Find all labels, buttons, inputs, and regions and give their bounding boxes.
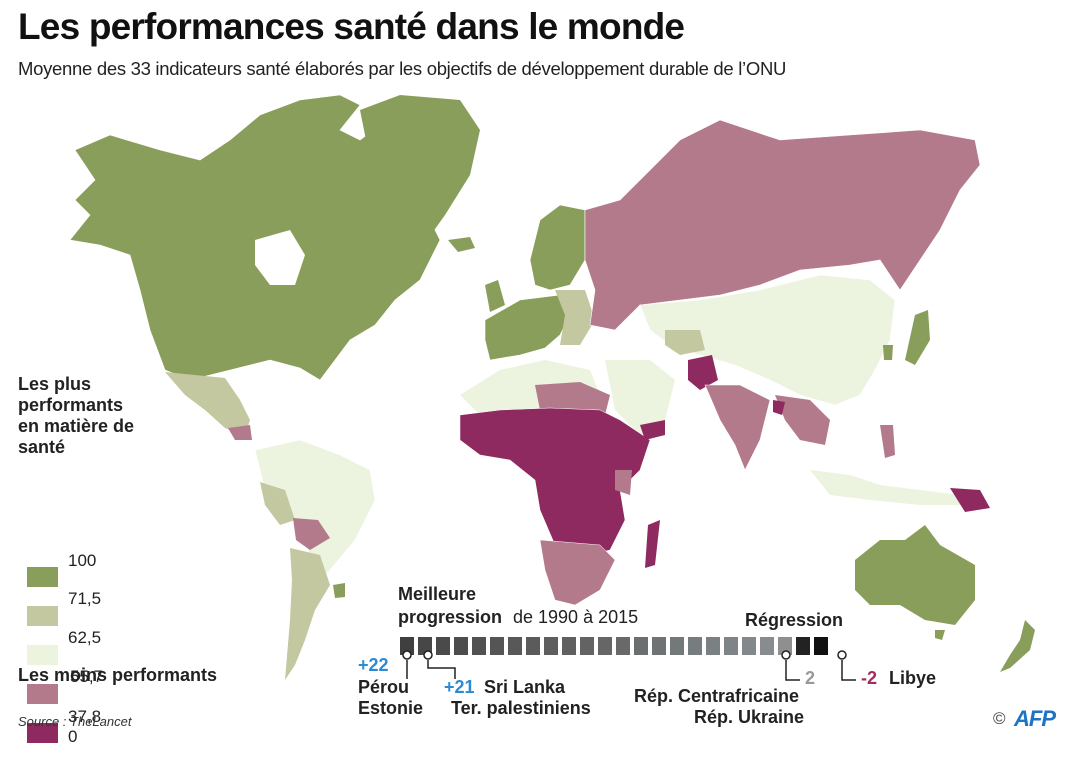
legend-tick: 55,7 [70,667,104,686]
region-korea [883,345,893,360]
region-indonesia [810,470,965,505]
legend-footer: Les moins performants [18,665,218,685]
region-papua [950,488,990,512]
progression-box [490,637,504,655]
legend: Les plus performants en matière de santé… [18,374,238,746]
region-libya-egypt [535,382,610,415]
progression-box [526,637,540,655]
progression-box [706,637,720,655]
callout-country: Pérou [358,677,410,697]
progression-box [688,637,702,655]
callout-value-srilanka-palestine: +21 [444,677,475,697]
progression-box [778,637,792,655]
legend-swatch-5 [27,723,58,743]
legend-swatch-4 [27,684,58,704]
progression-box [814,637,828,655]
region-hudson-bay [255,230,305,285]
region-sub-saharan-africa [459,407,651,556]
legend-swatch-2 [27,606,58,626]
legend-tick: 37,8 [68,707,102,726]
afp-logo: AFP [1014,706,1056,731]
source-note: Source : TheLancet [18,714,132,729]
progression-box [616,637,630,655]
progression-box [652,637,666,655]
region-uk [485,280,505,312]
progression-heading-rest: de 1990 à 2015 [508,607,639,627]
legend-tick: 100 [68,551,97,570]
region-mexico [165,372,250,435]
region-tasmania [935,630,945,640]
region-russia [584,119,981,331]
region-afghanistan [688,355,718,390]
region-bolivia [293,518,330,550]
region-southern-africa [539,539,616,606]
callout-value-peru-estonia: +22 [358,655,389,675]
callout-country: Estonie [358,698,424,718]
legend-tick: 0 [68,727,78,746]
callout-country: Rép. Ukraine [694,707,805,727]
copyright-icon: © [993,709,1006,728]
legend-tick: 62,5 [68,628,102,647]
page-subtitle: Moyenne des 33 indicateurs santé élaboré… [18,58,787,79]
region-philippines [880,425,895,458]
progression-box [796,637,810,655]
region-yemen [640,420,665,440]
progression-box [454,637,468,655]
legend-scale: 100 71,5 62,5 55,7 37,8 0 [18,458,238,746]
region-scandinavia [529,204,586,291]
progression-box [670,637,684,655]
region-iceland [448,237,475,252]
callout-value-libya: -2 [861,668,878,688]
world-map [69,94,1035,680]
callout-value-car-ukraine: 2 [805,668,816,688]
region-madagascar [645,520,660,568]
region-middle-east [605,360,675,435]
progression-box [580,637,594,655]
region-eastern-europe-light [555,290,595,345]
region-argentina-chile [285,548,330,680]
region-peru [260,482,295,525]
region-guatemala-honduras [228,425,252,440]
callout-country: Sri Lanka [484,677,566,697]
progression-box [562,637,576,655]
region-bangladesh [773,400,785,415]
progression-heading: Meilleure progression de 1990 à 2015 [398,583,638,629]
progression-box [418,637,432,655]
legend-swatch-1 [27,567,58,587]
regression-heading: Régression [745,610,844,630]
callout-country: Libye [889,668,937,688]
progression-box [400,637,414,655]
region-new-zealand [1000,620,1035,672]
legend-title: Les plus performants en matière de santé [18,374,135,457]
region-southeast-asia [775,395,830,445]
progression-heading-bold: Meilleure progression [398,584,503,627]
progression-box [760,637,774,655]
page-title: Les performances santé dans le monde [18,6,685,47]
progression-box [724,637,738,655]
progression-box [472,637,486,655]
progression-box [598,637,612,655]
progression-box [544,637,558,655]
legend-tick: 71,5 [68,589,102,608]
progression-box [634,637,648,655]
progression-box [436,637,450,655]
legend-swatch-3 [27,645,58,665]
progression-box [508,637,522,655]
region-india-pakistan [704,384,771,471]
region-north-america [69,94,441,381]
callout-country: Rép. Centrafricaine [634,686,800,706]
region-kenya [615,470,632,495]
region-uruguay [333,583,345,598]
region-australia [855,525,975,625]
region-japan [905,310,930,365]
progression-box [742,637,756,655]
callout-country: Ter. palestiniens [451,698,591,718]
progression-bar [400,637,828,655]
region-western-europe [484,294,571,361]
region-kazakhstan [665,330,705,355]
region-greenland [360,95,480,250]
